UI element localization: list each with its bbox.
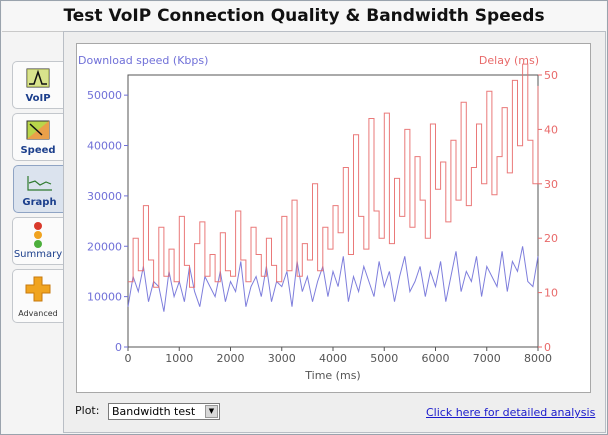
- window-title: Test VoIP Connection Quality & Bandwidth…: [63, 6, 545, 26]
- y-left-axis-label: Download speed (Kbps): [78, 54, 208, 67]
- y-left-tick-label: 40000: [87, 140, 122, 153]
- series-line-delay: [128, 63, 539, 288]
- x-tick-label: 7000: [473, 352, 501, 365]
- y-left-tick-label: 50000: [87, 89, 122, 102]
- y-right-tick-label: 40: [544, 123, 558, 136]
- tab-label: Speed: [20, 145, 56, 156]
- plot-label: Plot:: [75, 404, 100, 417]
- x-tick-label: 6000: [422, 352, 450, 365]
- y-right-tick-label: 50: [544, 69, 558, 82]
- traffic-light-icon: [31, 221, 45, 255]
- x-tick-label: 4000: [319, 352, 347, 365]
- y-left-tick-label: 30000: [87, 190, 122, 203]
- x-tick-label: 2000: [217, 352, 245, 365]
- y-left-tick-label: 0: [115, 341, 122, 354]
- x-axis-label: Time (ms): [304, 369, 360, 382]
- tab-label: Graph: [22, 197, 57, 208]
- tab-label: Summary: [13, 249, 63, 260]
- sidebar-tabs: VoIP Speed Graph Summary Advanced: [1, 33, 65, 433]
- tab-advanced[interactable]: Advanced: [12, 269, 63, 323]
- x-tick-label: 5000: [370, 352, 398, 365]
- chevron-down-icon: ▼: [205, 405, 218, 418]
- y-right-tick-label: 30: [544, 178, 558, 191]
- graph-line-icon: [26, 172, 54, 196]
- series-line-download: [127, 246, 539, 312]
- speed-gauge-icon: [26, 120, 50, 144]
- bandwidth-chart: 0 1000 2000 3000 4000 5000 6000 7000 8000 0 10000 2…: [76, 43, 591, 393]
- y-left-tick-label: 10000: [87, 291, 122, 304]
- y-right-tick-label: 20: [544, 232, 558, 245]
- x-tick-label: 8000: [524, 352, 552, 365]
- title-bar: Test VoIP Connection Quality & Bandwidth…: [2, 2, 606, 32]
- x-tick-label: 3000: [268, 352, 296, 365]
- y-right-tick-label: 10: [544, 287, 558, 300]
- tab-label: Advanced: [18, 309, 58, 318]
- chart-svg: 0 1000 2000 3000 4000 5000 6000 7000 80000100002…: [78, 54, 558, 382]
- voip-wave-icon: [26, 68, 50, 92]
- y-right-axis-label: Delay (ms): [479, 54, 539, 67]
- x-tick-label: 1000: [165, 352, 193, 365]
- y-right-tick-label: 0: [544, 341, 551, 354]
- tab-voip[interactable]: VoIP: [12, 61, 63, 109]
- tab-graph[interactable]: Graph: [13, 165, 65, 213]
- plot-select-value: Bandwidth test: [112, 405, 196, 418]
- detailed-analysis-link[interactable]: Click here for detailed analysis: [426, 406, 596, 419]
- plot-select[interactable]: Bandwidth test ▼: [108, 403, 220, 420]
- tab-label: VoIP: [25, 93, 51, 104]
- plus-cross-icon: [25, 276, 51, 306]
- tab-summary[interactable]: Summary: [12, 217, 63, 265]
- tab-speed[interactable]: Speed: [12, 113, 63, 161]
- y-left-tick-label: 20000: [87, 240, 122, 253]
- x-tick-label: 0: [125, 352, 132, 365]
